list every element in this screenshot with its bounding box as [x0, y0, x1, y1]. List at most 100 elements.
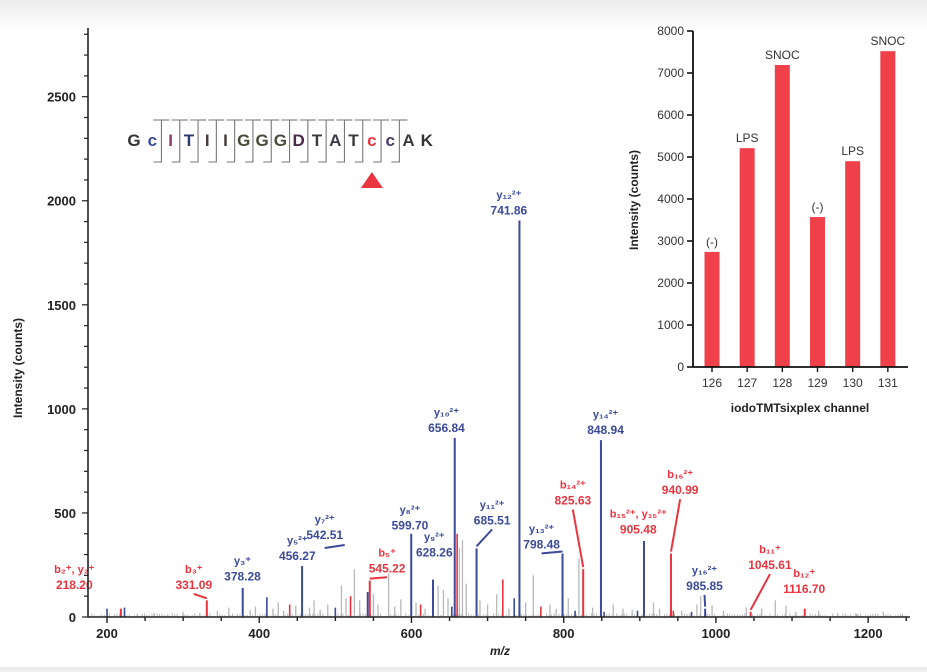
fragment-bracket: [299, 119, 309, 163]
leader-line: [749, 573, 771, 611]
inset-x-tick-label: 131: [878, 376, 898, 390]
inset-x-axis-title: iodoTMTsixplex channel: [731, 401, 869, 415]
peak-mz-label: 628.26: [416, 546, 453, 560]
peak-ion-label: y₁₄²⁺: [593, 409, 619, 421]
inset-bar-label: LPS: [841, 144, 864, 158]
peak-mz-label: 848.94: [587, 423, 624, 437]
peak-mz-label: 1116.70: [783, 582, 825, 596]
x-tick-label: 600: [401, 626, 423, 641]
fragment-bracket: [263, 119, 272, 163]
inset-bar-129: [810, 217, 825, 367]
peak-annotations: b₂⁺, y₂⁺ 218.20 b₃⁺ 331.09 y₃⁺ 378.28 y₅²⁺ 456.…: [54, 189, 826, 611]
peak-ion-label: b₁₂⁺: [793, 568, 815, 580]
peak-ion-label: b₅⁺: [378, 547, 396, 559]
leader-line: [541, 550, 563, 555]
residue-10: D: [293, 131, 305, 150]
fragment-bracket: [281, 119, 291, 163]
residue-3: I: [168, 131, 173, 150]
peak-mz-label: 331.09: [175, 578, 212, 592]
inset-x-tick-label: 126: [702, 376, 722, 390]
fragment-bracket: [226, 119, 236, 163]
main-x-axis-title: m/z: [490, 644, 510, 658]
peak-mz-label: 456.27: [279, 549, 316, 563]
residue-16: A: [402, 131, 414, 150]
peak-mz-label: 940.99: [662, 483, 699, 497]
residue-1: G: [127, 131, 140, 150]
leader-line: [571, 509, 585, 568]
leader-line: [193, 592, 208, 600]
inset-bar-131: [880, 51, 896, 367]
inset-y-tick-label: 6000: [657, 108, 684, 122]
peak-mz-label: 378.28: [224, 570, 261, 584]
peak-ion-label: y₅²⁺: [287, 535, 308, 547]
residue-2: c: [148, 131, 157, 150]
modification-marker-triangle-icon: [360, 172, 383, 188]
peak-ion-label: b₂⁺, y₂⁺: [54, 564, 95, 576]
inset-bar-126: [704, 251, 720, 367]
fragment-bracket: [171, 119, 181, 163]
x-tick-label: 400: [248, 626, 270, 641]
inset-bar-128: [774, 65, 790, 368]
peak-ion-label: y₁₀²⁺: [434, 407, 459, 419]
residue-12: A: [329, 131, 341, 150]
peak-mz-label: 542.51: [306, 528, 343, 542]
peak-ion-label: y₁₂²⁺: [496, 189, 521, 201]
fragment-bracket: [354, 119, 364, 163]
fragment-bracket: [318, 119, 327, 163]
inset-y-tick-label: 7000: [657, 66, 684, 80]
y-tick-label: 0: [69, 610, 76, 625]
residue-7: G: [237, 131, 250, 150]
fragment-bracket: [244, 119, 254, 163]
inset-bar-label: SNOC: [765, 48, 800, 62]
peak-mz-label: 656.84: [428, 421, 465, 435]
residue-11: T: [312, 131, 323, 150]
noise-peaks: [91, 539, 907, 617]
reporter-ion-inset-chart: (-) 126 LPS 127 SNOC 128 (-) 129 LPS 130 SNOC 131 0…: [627, 24, 908, 415]
y-tick-label: 1000: [47, 402, 76, 417]
peak-ion-label: y₃⁺: [234, 556, 251, 568]
residue-13: T: [348, 131, 359, 150]
peak-mz-label: 741.86: [491, 203, 528, 217]
fragment-bracket: [336, 119, 345, 163]
inset-x-tick-label: 130: [843, 376, 863, 390]
peak-mz-label: 1045.61: [748, 558, 792, 572]
leader-line: [324, 543, 345, 549]
peak-mz-label: 685.51: [474, 513, 511, 527]
inset-bars: (-) 126 LPS 127 SNOC 128 (-) 129 LPS 130 SNOC 131: [702, 34, 906, 390]
leader-line: [369, 576, 388, 580]
inset-y-tick-label: 1000: [657, 318, 684, 332]
leader-line: [475, 528, 493, 547]
x-tick-label: 800: [553, 626, 575, 641]
peak-mz-label: 599.70: [392, 519, 429, 533]
peak-ion-label: b₁₄²⁺: [560, 480, 586, 492]
x-tick-label: 1000: [701, 626, 730, 641]
inset-bar-label: LPS: [736, 131, 759, 145]
inset-bar-label: (-): [706, 235, 718, 249]
fragment-bracket: [190, 119, 199, 163]
peak-mz-label: 798.48: [523, 537, 560, 551]
inset-x-tick-label: 127: [737, 376, 757, 390]
peak-ion-label: b₁₆²⁺: [667, 469, 693, 481]
fragment-bracket: [391, 119, 400, 163]
y-tick-label: 500: [54, 506, 76, 521]
residue-8: G: [255, 131, 268, 150]
inset-x-tick-label: 128: [772, 376, 792, 390]
residue-6: I: [223, 131, 228, 150]
inset-y-tick-label: 2000: [657, 276, 684, 290]
inset-axes: 0 1000 2000 3000 4000 5000 6000 7000 8000: [657, 24, 908, 374]
minor-peaks: [106, 533, 693, 617]
peak-ion-label: b₃⁺: [185, 564, 203, 576]
residue-17: K: [421, 131, 434, 150]
mass-spectrum-chart: b₂⁺, y₂⁺ 218.20 b₃⁺ 331.09 y₃⁺ 378.28 y₅²⁺ 456.…: [11, 28, 910, 658]
main-axes: 200 400 600 800 1000 1200 0 500 1000 1500 2000 2500: [47, 28, 910, 641]
y-tick-label: 2000: [47, 194, 76, 209]
inset-y-tick-label: 8000: [657, 24, 684, 38]
inset-bar-127: [739, 148, 755, 367]
y-tick-label: 1500: [47, 298, 76, 313]
x-tick-label: 1200: [854, 626, 883, 641]
inset-y-axis-title: Intensity (counts): [627, 150, 641, 250]
peak-ion-label: y₁₃²⁺: [529, 523, 554, 535]
peak-mz-label: 218.20: [56, 578, 93, 592]
peak-mz-label: 825.63: [554, 494, 591, 508]
